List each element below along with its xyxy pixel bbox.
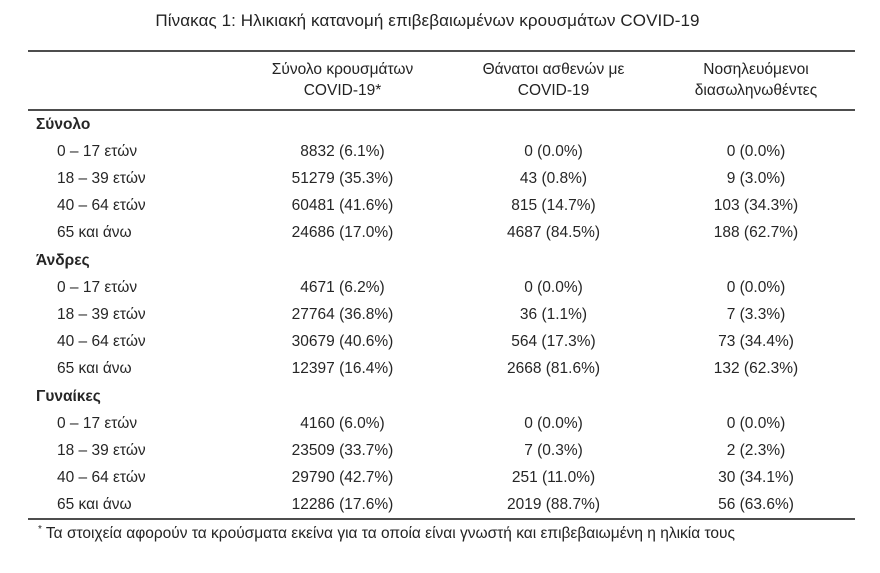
- intubated-cell: 73 (34.4%): [718, 333, 794, 350]
- table-row: 65 και άνω 24686 (17.0%) 4687 (84.5%) 188 (…: [28, 219, 855, 246]
- deaths-cell: 2668 (81.6%): [506, 360, 601, 377]
- total-cases-cell: 24686 (17.0%): [291, 224, 394, 241]
- table-title: Πίνακας 1: Ηλικιακή κατανομή επιβεβαιωμέ…: [155, 11, 700, 30]
- table-row: 65 και άνω 12286 (17.6%) 2019 (88.7%) 56 (6…: [28, 491, 855, 519]
- footnote-text: Τα στοιχεία αφορούν τα κρούσματα εκείνα …: [45, 525, 735, 542]
- deaths-cell: 4687 (84.5%): [506, 224, 601, 241]
- column-header-total-cases: Σύνολο κρουσμάτων COVID-19*: [235, 51, 450, 111]
- intubated-cell: 9 (3.0%): [726, 170, 786, 187]
- deaths-cell: 2019 (88.7%): [506, 496, 601, 513]
- total-cases-cell: 60481 (41.6%): [291, 197, 394, 214]
- column-header-deaths: Θάνατοι ασθενών με COVID-19: [450, 51, 657, 111]
- section-label: Σύνολο: [36, 116, 91, 133]
- table-row: 0 – 17 ετών 4160 (6.0%) 0 (0.0%) 0 (0.0%): [28, 410, 855, 437]
- deaths-cell: 7 (0.3%): [524, 442, 583, 459]
- intubated-cell: 56 (63.6%): [718, 496, 794, 513]
- header-line: Νοσηλευόμενοι: [703, 61, 809, 78]
- age-label-cell: 65 και άνω: [57, 224, 132, 241]
- covid-age-table-wrap: Σύνολο κρουσμάτων COVID-19* Θάνατοι ασθε…: [28, 50, 855, 520]
- intubated-cell: 103 (34.3%): [713, 197, 799, 214]
- table-row: 40 – 64 ετών 29790 (42.7%) 251 (11.0%) 30 (…: [28, 464, 855, 491]
- header-line: Θάνατοι ασθενών με: [482, 61, 625, 78]
- header-line: Σύνολο κρουσμάτων: [271, 61, 414, 78]
- total-cases-cell: 12397 (16.4%): [291, 360, 394, 377]
- intubated-cell: 0 (0.0%): [726, 415, 786, 432]
- age-label-cell: 40 – 64 ετών: [57, 333, 146, 350]
- deaths-cell: 0 (0.0%): [524, 279, 583, 296]
- deaths-cell: 815 (14.7%): [511, 197, 596, 214]
- total-cases-cell: 29790 (42.7%): [291, 469, 394, 486]
- age-label-cell: 18 – 39 ετών: [57, 170, 146, 187]
- table-row: 40 – 64 ετών 60481 (41.6%) 815 (14.7%) 103 …: [28, 192, 855, 219]
- column-header-empty: [28, 51, 235, 111]
- age-label-cell: 65 και άνω: [57, 496, 132, 513]
- age-label-cell: 18 – 39 ετών: [57, 442, 146, 459]
- intubated-cell: 0 (0.0%): [726, 143, 786, 160]
- total-cases-cell: 12286 (17.6%): [291, 496, 394, 513]
- section-header-row: Σύνολο: [28, 110, 855, 138]
- deaths-cell: 0 (0.0%): [524, 415, 583, 432]
- intubated-cell: 188 (62.7%): [713, 224, 799, 241]
- total-cases-cell: 4160 (6.0%): [300, 415, 385, 432]
- table-footnote: * Τα στοιχεία αφορούν τα κρούσματα εκείνα…: [38, 524, 880, 543]
- section-header-row: Άνδρες: [28, 246, 855, 274]
- header-row: Σύνολο κρουσμάτων COVID-19* Θάνατοι ασθε…: [28, 51, 855, 111]
- table-row: 18 – 39 ετών 27764 (36.8%) 36 (1.1%) 7 (3.3…: [28, 301, 855, 328]
- intubated-cell: 7 (3.3%): [726, 306, 786, 323]
- deaths-cell: 0 (0.0%): [524, 143, 583, 160]
- intubated-cell: 30 (34.1%): [718, 469, 794, 486]
- header-line: COVID-19*: [303, 82, 382, 99]
- table-body: Σύνολο 0 – 17 ετών 8832 (6.1%) 0 (0.0%) 0 (0…: [28, 110, 855, 519]
- section-header-row: Γυναίκες: [28, 382, 855, 410]
- column-header-intubated: Νοσηλευόμενοι διασωληνωθέντες: [657, 51, 855, 111]
- total-cases-cell: 23509 (33.7%): [291, 442, 394, 459]
- table-row: 0 – 17 ετών 8832 (6.1%) 0 (0.0%) 0 (0.0%): [28, 138, 855, 165]
- deaths-cell: 43 (0.8%): [519, 170, 588, 187]
- total-cases-cell: 8832 (6.1%): [300, 143, 385, 160]
- header-line: COVID-19: [517, 82, 590, 99]
- age-label-cell: 0 – 17 ετών: [57, 415, 138, 432]
- intubated-cell: 132 (62.3%): [713, 360, 799, 377]
- table-row: 0 – 17 ετών 4671 (6.2%) 0 (0.0%) 0 (0.0%): [28, 274, 855, 301]
- deaths-cell: 564 (17.3%): [511, 333, 596, 350]
- table-row: 65 και άνω 12397 (16.4%) 2668 (81.6%) 132 (…: [28, 355, 855, 382]
- total-cases-cell: 27764 (36.8%): [291, 306, 394, 323]
- section-label: Γυναίκες: [36, 387, 101, 405]
- age-label-cell: 65 και άνω: [57, 360, 132, 377]
- table-header: Σύνολο κρουσμάτων COVID-19* Θάνατοι ασθε…: [28, 51, 855, 111]
- section-label: Άνδρες: [36, 251, 90, 269]
- header-line: διασωληνωθέντες: [694, 82, 818, 99]
- age-label-cell: 0 – 17 ετών: [57, 143, 138, 160]
- age-label-cell: 18 – 39 ετών: [57, 306, 146, 323]
- covid-age-distribution-table: Σύνολο κρουσμάτων COVID-19* Θάνατοι ασθε…: [28, 50, 855, 520]
- age-label-cell: 40 – 64 ετών: [57, 197, 146, 214]
- total-cases-cell: 30679 (40.6%): [291, 333, 394, 350]
- deaths-cell: 36 (1.1%): [519, 306, 588, 323]
- age-label-cell: 40 – 64 ετών: [57, 469, 146, 486]
- intubated-cell: 2 (2.3%): [726, 442, 786, 459]
- table-row: 18 – 39 ετών 23509 (33.7%) 7 (0.3%) 2 (2.3%…: [28, 437, 855, 464]
- footnote-asterisk: *: [38, 524, 42, 535]
- table-row: 18 – 39 ετών 51279 (35.3%) 43 (0.8%) 9 (3.0…: [28, 165, 855, 192]
- table-row: 40 – 64 ετών 30679 (40.6%) 564 (17.3%) 73 (…: [28, 328, 855, 355]
- age-label-cell: 0 – 17 ετών: [57, 279, 138, 296]
- total-cases-cell: 51279 (35.3%): [291, 170, 394, 187]
- intubated-cell: 0 (0.0%): [726, 279, 786, 296]
- total-cases-cell: 4671 (6.2%): [300, 279, 385, 296]
- deaths-cell: 251 (11.0%): [511, 469, 596, 486]
